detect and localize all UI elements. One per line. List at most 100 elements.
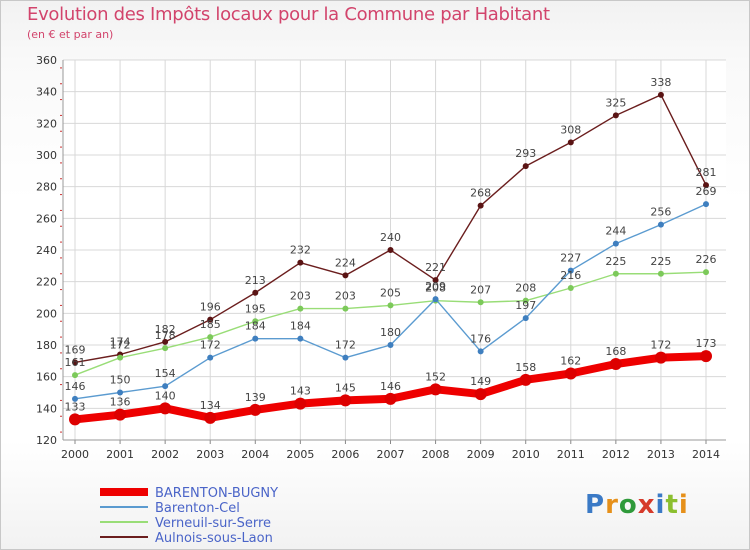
data-label: 172 (335, 339, 356, 352)
data-point (567, 267, 574, 274)
data-point (162, 383, 169, 390)
data-point (612, 270, 619, 277)
data-label: 226 (696, 253, 717, 266)
y-tick-label: 220 (36, 276, 57, 289)
chart-title: Evolution des Impôts locaux pour la Comm… (27, 4, 550, 25)
data-point (159, 402, 172, 415)
data-point (564, 367, 577, 380)
data-label: 208 (425, 282, 446, 295)
data-point (612, 112, 619, 119)
data-point (703, 269, 709, 276)
data-point (657, 91, 664, 98)
data-point (207, 316, 214, 323)
data-label: 133 (65, 400, 86, 413)
data-label: 216 (560, 269, 581, 282)
data-point (207, 354, 214, 361)
data-point (609, 358, 622, 370)
x-tick-label: 2005 (286, 448, 314, 461)
data-point (387, 302, 394, 309)
data-label: 205 (380, 286, 401, 299)
x-tick-label: 2007 (377, 448, 405, 461)
data-point (703, 201, 709, 208)
data-label: 184 (245, 320, 266, 333)
data-point (297, 305, 304, 312)
x-tick-label: 2012 (602, 448, 630, 461)
data-point (567, 285, 574, 291)
data-point (477, 299, 484, 306)
data-point (72, 359, 78, 366)
x-tick-label: 2000 (61, 448, 89, 461)
data-point (700, 350, 712, 363)
data-label: 209 (425, 280, 446, 293)
x-tick-label: 2002 (151, 448, 179, 461)
data-point (384, 392, 397, 405)
data-point (387, 342, 394, 348)
data-point (117, 354, 124, 361)
x-tick-label: 2010 (512, 448, 540, 461)
legend-label: BARENTON-BUGNY (155, 486, 278, 501)
data-point (72, 395, 78, 402)
data-label: 178 (155, 329, 176, 342)
data-point (294, 397, 307, 410)
data-point (387, 247, 394, 253)
data-label: 221 (425, 261, 446, 274)
data-label: 207 (470, 283, 491, 296)
data-label: 172 (200, 339, 221, 352)
data-label: 136 (110, 396, 131, 409)
data-label: 182 (155, 323, 176, 336)
y-tick-label: 160 (36, 371, 57, 384)
data-point (342, 354, 349, 361)
data-point (477, 202, 484, 209)
data-label: 158 (515, 361, 536, 374)
data-label: 174 (110, 336, 131, 349)
data-point (429, 383, 442, 396)
data-label: 308 (560, 123, 581, 136)
legend-label: Verneuil-sur-Serre (155, 516, 271, 531)
data-point (114, 408, 127, 421)
legend-label: Barenton-Cel (155, 501, 240, 516)
data-point (432, 277, 439, 284)
x-tick-label: 2004 (241, 448, 269, 461)
data-label: 208 (515, 282, 536, 295)
data-point (297, 335, 304, 342)
data-label: 176 (470, 332, 491, 345)
data-point (654, 351, 667, 364)
data-label: 168 (605, 345, 626, 358)
x-tick-label: 2014 (692, 448, 720, 461)
data-label: 293 (515, 147, 536, 160)
data-point (69, 413, 81, 426)
data-point (477, 348, 484, 355)
data-label: 196 (200, 301, 221, 314)
data-label: 338 (650, 76, 671, 89)
data-label: 225 (605, 255, 626, 268)
data-label: 325 (605, 96, 626, 109)
data-label: 172 (650, 339, 671, 352)
x-tick-label: 2008 (422, 448, 450, 461)
data-label: 146 (380, 380, 401, 393)
data-point (567, 139, 574, 146)
data-label: 225 (650, 255, 671, 268)
data-label: 146 (65, 380, 86, 393)
y-tick-label: 300 (36, 149, 57, 162)
x-tick-label: 2003 (196, 448, 224, 461)
data-label: 256 (650, 206, 671, 219)
data-point (252, 335, 259, 342)
y-tick-label: 240 (36, 244, 57, 257)
y-tick-label: 260 (36, 212, 57, 225)
data-point (703, 182, 709, 189)
data-label: 268 (470, 187, 491, 200)
data-label: 185 (200, 318, 221, 331)
data-point (162, 338, 169, 345)
y-tick-label: 120 (36, 434, 57, 447)
data-label: 180 (380, 326, 401, 339)
data-label: 240 (380, 231, 401, 244)
data-point (522, 315, 529, 322)
data-point (522, 297, 529, 304)
data-point (342, 272, 349, 279)
proxiti-logo: Proxiti (585, 490, 689, 520)
data-label: 152 (425, 370, 446, 383)
data-point (249, 403, 262, 416)
y-tick-label: 140 (36, 402, 57, 415)
data-point (252, 289, 259, 296)
